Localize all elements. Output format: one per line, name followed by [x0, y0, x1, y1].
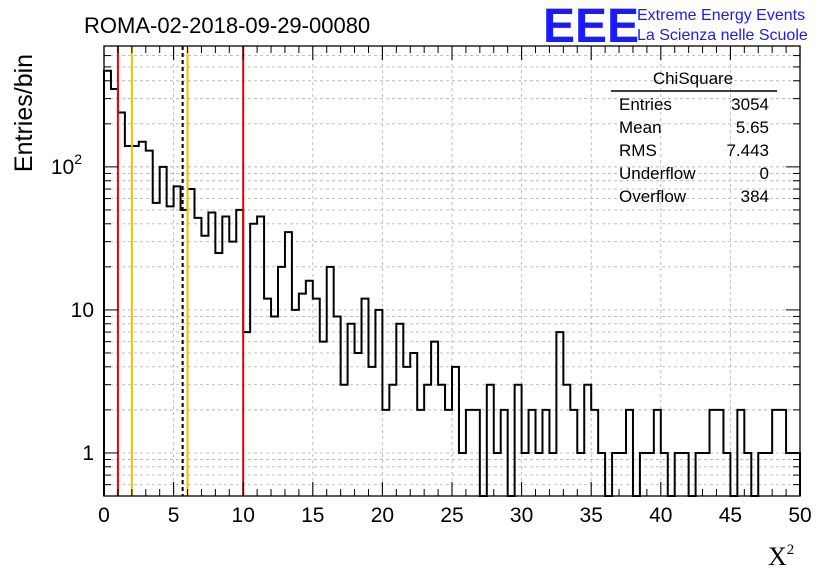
logo-line-2: La Scienza nelle Scuole [637, 27, 808, 44]
stats-name: ChiSquare [653, 69, 733, 88]
x-tick-label: 30 [510, 504, 533, 527]
x-tick-label: 5 [168, 504, 180, 527]
x-tick-label: 50 [788, 504, 811, 527]
stats-label-mean: Mean [619, 118, 662, 137]
logo-line-1: Extreme Energy Events [637, 7, 805, 24]
x-axis-label: X2 [768, 542, 794, 571]
stats-value-overflow: 384 [741, 187, 769, 206]
x-tick-label: 45 [719, 504, 742, 527]
y-tick-label: 1 [82, 442, 94, 465]
chart-title: ROMA-02-2018-09-29-00080 [84, 13, 370, 38]
y-tick-label: 102 [51, 151, 82, 179]
x-tick-label: 0 [98, 504, 110, 527]
y-tick-label: 10 [71, 299, 94, 322]
stats-value-entries: 3054 [731, 95, 769, 114]
stats-box: ChiSquare Entries 3054 Mean 5.65 RMS 7.4… [611, 69, 777, 206]
x-tick-label: 40 [649, 504, 672, 527]
stats-value-mean: 5.65 [736, 118, 769, 137]
x-tick-label: 10 [232, 504, 255, 527]
x-tick-label: 25 [440, 504, 463, 527]
marker-lines [116, 46, 245, 496]
x-tick-label: 35 [580, 504, 603, 527]
stats-label-rms: RMS [619, 141, 657, 160]
y-axis-label: Entries/bin [10, 54, 38, 172]
stats-value-rms: 7.443 [726, 141, 769, 160]
x-tick-label: 20 [371, 504, 394, 527]
logo-letters: EEE [543, 0, 639, 53]
x-tick-label: 15 [301, 504, 324, 527]
axes: 0 5 10 15 20 25 30 35 40 45 50 1 10 102 [51, 45, 812, 527]
grid-lines [104, 45, 800, 497]
stats-label-overflow: Overflow [619, 187, 687, 206]
stats-value-underflow: 0 [760, 164, 769, 183]
stats-label-underflow: Underflow [619, 164, 696, 183]
eee-logo: EEE Extreme Energy Events La Scienza nel… [543, 0, 808, 53]
stats-label-entries: Entries [619, 95, 672, 114]
